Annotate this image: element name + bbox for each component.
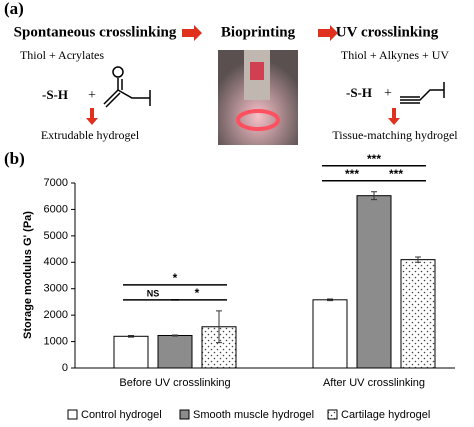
thiol: -S-H: [346, 85, 372, 100]
plus: +: [384, 86, 392, 101]
y-tick-label: 4000: [44, 256, 68, 268]
y-tick-label: 1000: [44, 335, 68, 347]
result: Tissue-matching hydrogel: [332, 128, 458, 142]
significance-label: ***: [367, 152, 381, 166]
x-tick-label: After UV crosslinking: [323, 377, 425, 389]
step-title: UV crosslinking: [336, 24, 439, 40]
reagents: Thiol + Acrylates: [20, 48, 104, 62]
bar: [312, 299, 348, 369]
legend-label: Smooth muscle hydrogel: [193, 409, 314, 421]
bioprinting-photo: [218, 50, 298, 145]
bar: [400, 259, 436, 369]
x-tick-label: Before UV crosslinking: [119, 377, 230, 389]
y-axis-label: Storage modulus G' (Pa): [22, 211, 34, 339]
significance-label: NS: [147, 288, 160, 298]
y-tick-label: 0: [62, 362, 68, 374]
bar: [157, 334, 193, 369]
error-bar: [371, 191, 377, 201]
y-tick-label: 3000: [44, 283, 68, 295]
y-tick-label: 2000: [44, 309, 68, 321]
step-title: Bioprinting: [221, 24, 296, 40]
bar: [113, 335, 149, 369]
significance-label: ***: [389, 167, 403, 181]
y-tick-label: 7000: [44, 177, 68, 189]
acrylate-structure: [103, 66, 151, 108]
bar: [356, 195, 392, 369]
legend-swatch: [179, 409, 190, 420]
y-tick-label: 5000: [44, 230, 68, 242]
plus: +: [88, 88, 96, 103]
legend-swatch: [327, 409, 338, 420]
step-title: Spontaneous crosslinking: [14, 24, 177, 40]
legend-label: Control hydrogel: [81, 409, 162, 421]
error-bar: [172, 334, 178, 337]
panel-label: (b): [4, 149, 25, 168]
error-bar: [128, 334, 134, 338]
result: Extrudable hydrogel: [41, 128, 140, 142]
alkyne-structure: [400, 82, 445, 104]
error-bar: [216, 310, 222, 344]
error-bar: [327, 298, 333, 302]
thiol: -S-H: [42, 87, 68, 102]
error-bar: [415, 256, 421, 263]
reagents: Thiol + Alkynes + UV: [341, 48, 450, 62]
significance-label: *: [173, 271, 178, 285]
significance-label: ***: [345, 167, 359, 181]
significance-label: *: [195, 286, 200, 300]
legend-label: Cartilage hydrogel: [341, 409, 430, 421]
legend-swatch: [67, 409, 78, 420]
panel-label: (a): [4, 0, 24, 18]
y-tick-label: 6000: [44, 203, 68, 215]
flow-arrows: [86, 25, 400, 125]
